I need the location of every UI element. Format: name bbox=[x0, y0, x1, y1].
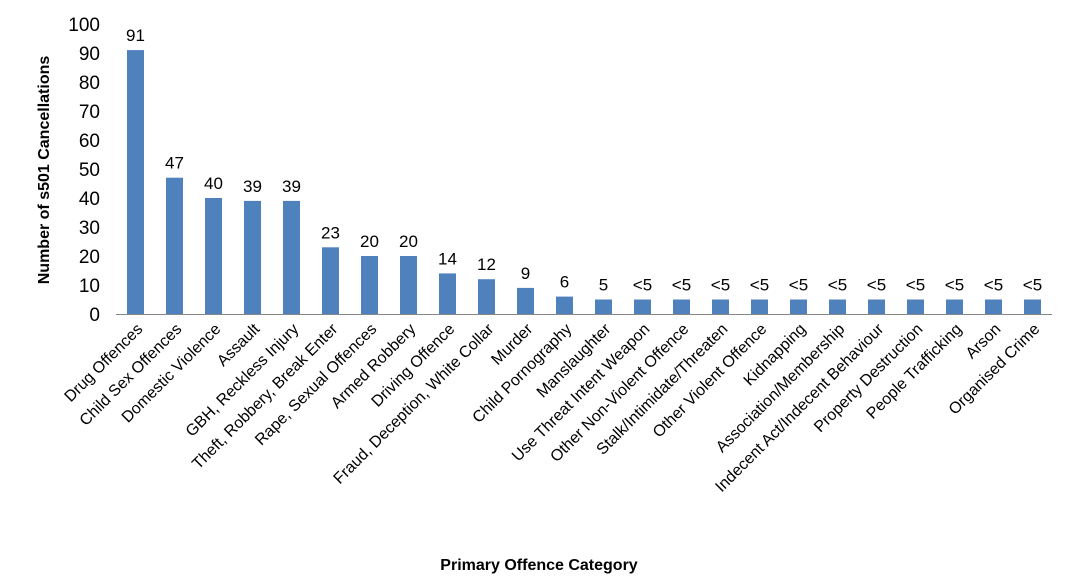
y-tick-label: 60 bbox=[79, 131, 100, 152]
bar bbox=[517, 287, 534, 314]
y-tick-label: 50 bbox=[79, 160, 100, 181]
bar bbox=[985, 299, 1002, 314]
data-label: <5 bbox=[906, 276, 925, 295]
data-label: <5 bbox=[984, 276, 1003, 295]
y-tick-label: 20 bbox=[79, 247, 100, 268]
y-tick-label: 100 bbox=[68, 15, 100, 36]
y-tick-label: 70 bbox=[79, 102, 100, 123]
data-label: 6 bbox=[560, 273, 569, 292]
data-label: <5 bbox=[750, 276, 769, 295]
bar bbox=[244, 200, 261, 314]
data-label: 20 bbox=[399, 232, 418, 251]
bar bbox=[1024, 299, 1041, 314]
data-label: 9 bbox=[521, 264, 530, 283]
y-tick-label: 30 bbox=[79, 218, 100, 239]
data-label: <5 bbox=[828, 276, 847, 295]
bar bbox=[907, 299, 924, 314]
bar bbox=[166, 177, 183, 314]
data-label: 14 bbox=[438, 249, 457, 268]
data-label: 12 bbox=[477, 255, 496, 274]
data-label: <5 bbox=[1023, 276, 1042, 295]
data-label: 40 bbox=[204, 174, 223, 193]
data-label: <5 bbox=[711, 276, 730, 295]
data-label: <5 bbox=[633, 276, 652, 295]
data-label: <5 bbox=[945, 276, 964, 295]
bar bbox=[478, 279, 495, 314]
bar bbox=[868, 299, 885, 314]
y-axis-title: Number of s501 Cancellations bbox=[36, 56, 53, 285]
data-label: 91 bbox=[126, 26, 145, 45]
bar bbox=[829, 299, 846, 314]
y-axis-ticks: 0 10 20 30 40 50 60 70 80 90 100 bbox=[68, 15, 100, 326]
bar bbox=[205, 198, 222, 314]
bar bbox=[790, 299, 807, 314]
data-label: 39 bbox=[243, 177, 262, 196]
y-tick-label: 80 bbox=[79, 73, 100, 94]
bar bbox=[127, 50, 144, 314]
data-label: 39 bbox=[282, 177, 301, 196]
bar bbox=[322, 247, 339, 314]
y-tick-label: 10 bbox=[79, 276, 100, 297]
bar bbox=[400, 256, 417, 314]
bar bbox=[283, 200, 300, 314]
y-tick-label: 0 bbox=[89, 305, 100, 326]
data-label: <5 bbox=[789, 276, 808, 295]
data-label: 23 bbox=[321, 223, 340, 242]
y-tick-label: 90 bbox=[79, 44, 100, 65]
bar bbox=[439, 273, 456, 314]
y-tick-label: 40 bbox=[79, 189, 100, 210]
data-label: 47 bbox=[165, 154, 184, 173]
data-label: <5 bbox=[672, 276, 691, 295]
bar bbox=[634, 299, 651, 314]
bar bbox=[361, 256, 378, 314]
data-label: 5 bbox=[599, 276, 608, 295]
bar bbox=[751, 299, 768, 314]
data-label: 20 bbox=[360, 232, 379, 251]
data-label: <5 bbox=[867, 276, 886, 295]
bar bbox=[556, 296, 573, 314]
bars bbox=[127, 50, 1041, 314]
data-labels: 91 47 40 39 39 23 20 20 14 12 9 6 5 <5 <5 <5 <5 <5 <5 <5 <5 <… bbox=[126, 26, 1042, 294]
x-axis-title: Primary Offence Category bbox=[440, 557, 638, 574]
bar bbox=[595, 299, 612, 314]
bar bbox=[673, 299, 690, 314]
bar bbox=[712, 299, 729, 314]
bar bbox=[946, 299, 963, 314]
